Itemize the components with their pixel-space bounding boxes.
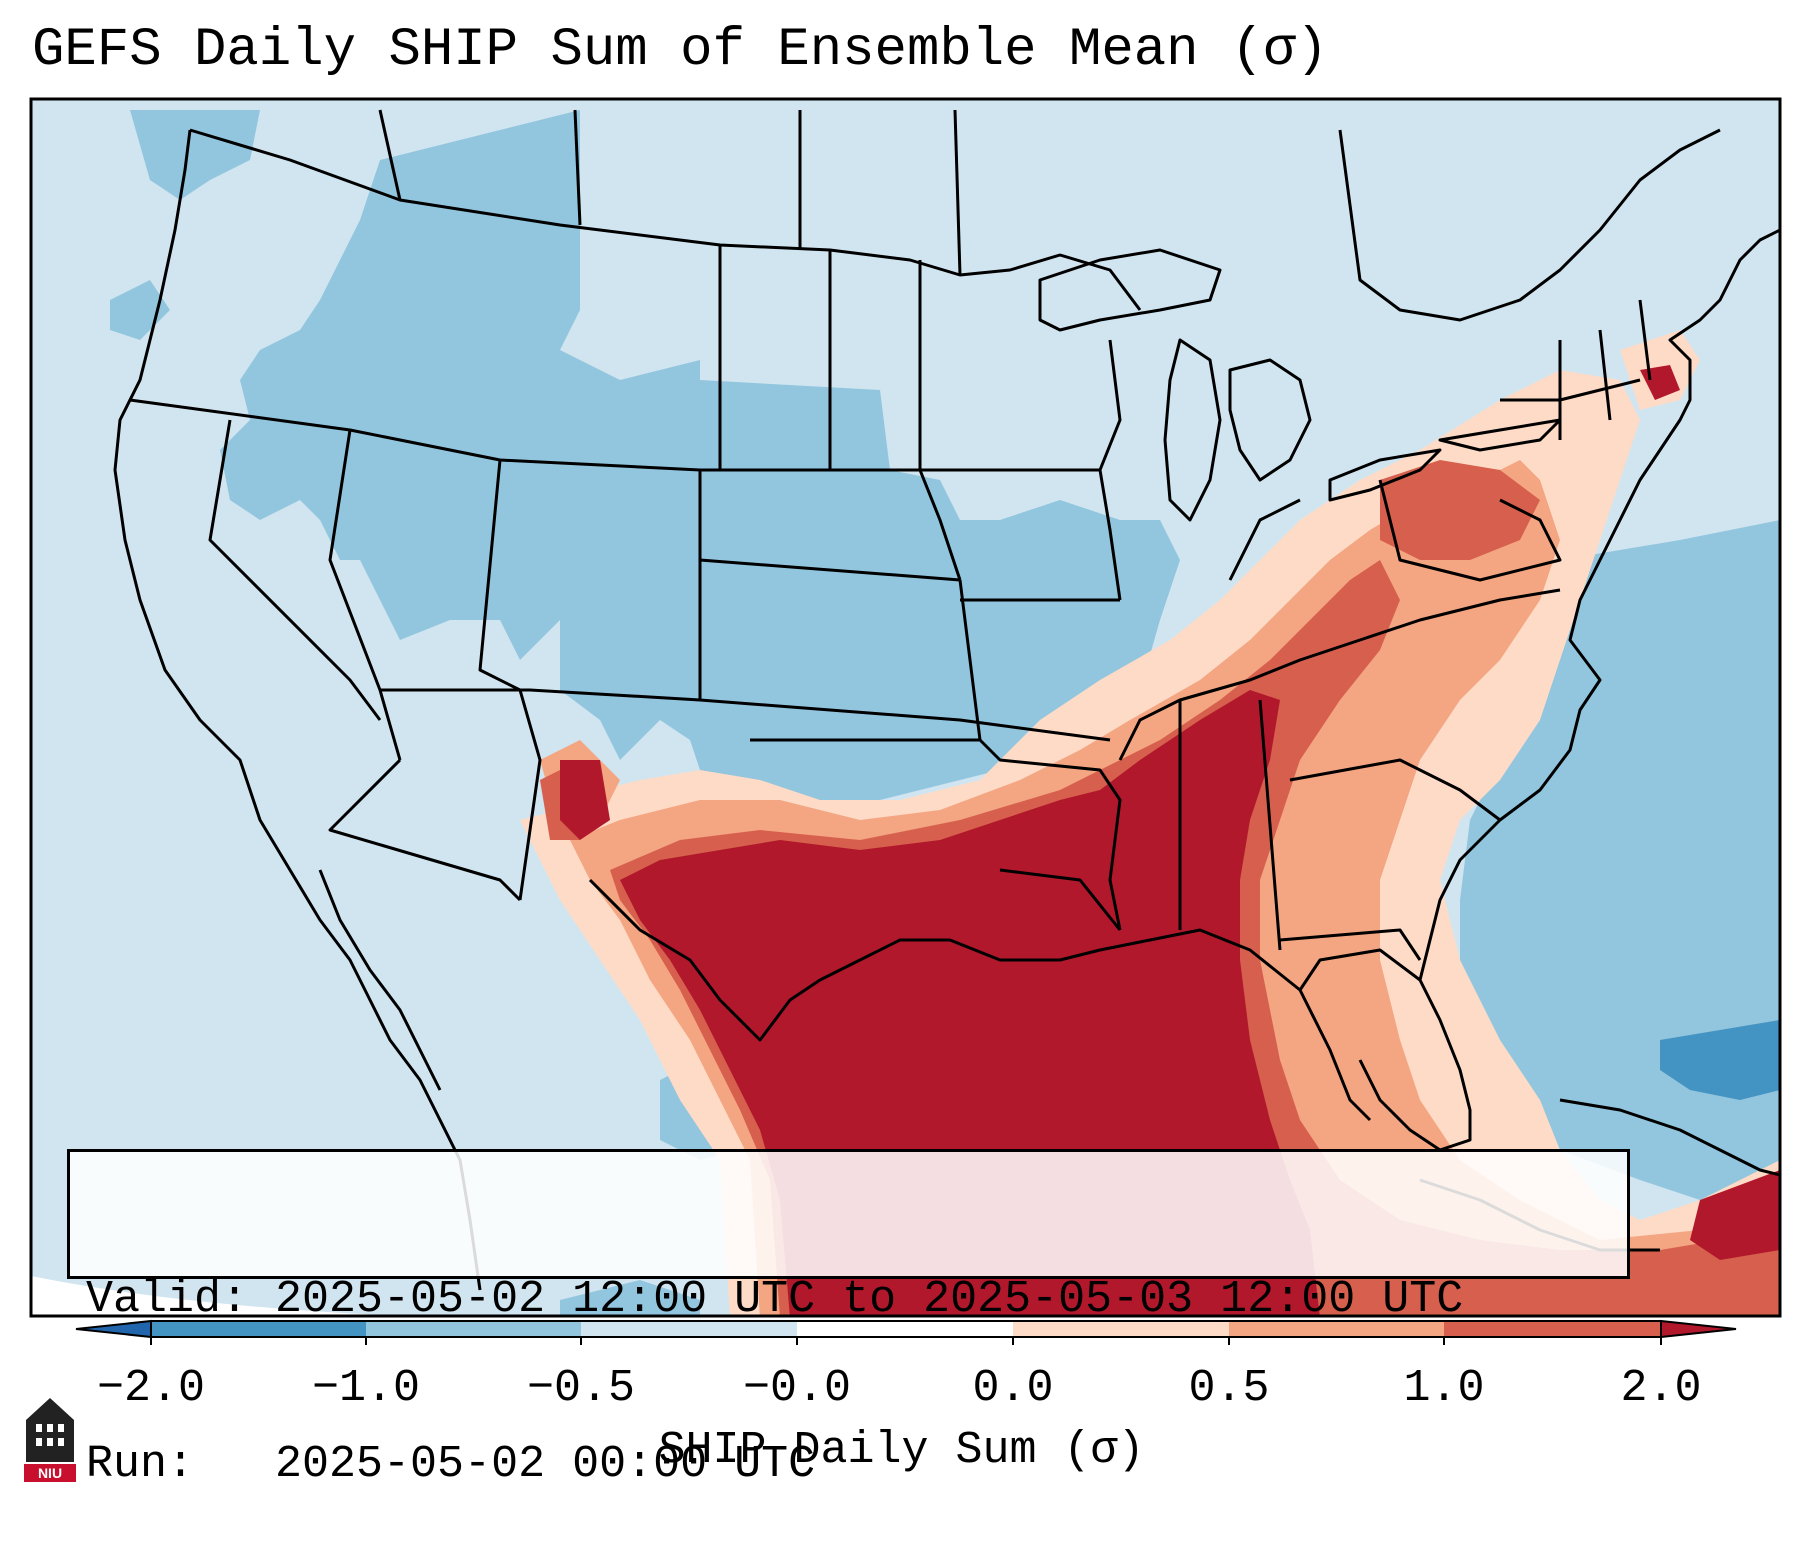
colorbar-outline	[150, 1320, 1662, 1338]
colorbar-tick-label: 0.5	[1188, 1363, 1270, 1414]
colorbar-tick-label: −1.0	[311, 1363, 421, 1414]
colorbar-tick-label: −0.0	[742, 1363, 852, 1414]
field-negative-moderate	[110, 110, 1780, 1316]
ship-field	[31, 99, 1780, 1316]
field-negative-strong	[1660, 1020, 1780, 1100]
map-boundaries	[113, 109, 1780, 1291]
valid-run-info-box: Valid: 2025-05-02 12:00 UTC to 2025-05-0…	[67, 1149, 1630, 1490]
colorbar-segment	[366, 1321, 581, 1337]
colorbar-label: SHIP Daily Sum (σ)	[658, 1425, 1145, 1476]
colorbar-tick-label: 0.0	[972, 1363, 1054, 1414]
colorbar-segment	[1444, 1321, 1661, 1337]
colorbar-extend-high	[1660, 1319, 1737, 1339]
off-domain-area	[31, 1276, 404, 1316]
colorbar-segment	[1013, 1321, 1229, 1337]
niu-logo: NIU	[24, 1398, 76, 1482]
logo-badge	[24, 1464, 76, 1482]
valid-time-line: Valid: 2025-05-02 12:00 UTC to 2025-05-0…	[86, 1274, 1464, 1325]
colorbar-ticks	[150, 1337, 1662, 1345]
run-time-line: Run: 2025-05-02 00:00 UTC	[86, 1439, 816, 1490]
logo-text: NIU	[38, 1465, 62, 1481]
colorbar-tick-label: 1.0	[1403, 1363, 1485, 1414]
colorbar-tick-label: −2.0	[96, 1363, 206, 1414]
colorbar	[75, 1319, 1737, 1345]
map-frame	[29, 97, 1782, 1318]
map-figure	[29, 97, 1782, 1345]
colorbar-segment	[1229, 1321, 1444, 1337]
colorbar-tick-label: 2.0	[1620, 1363, 1702, 1414]
colorbar-segment	[581, 1321, 797, 1337]
figure-title: GEFS Daily SHIP Sum of Ensemble Mean (σ)	[32, 20, 1329, 81]
colorbar-tick-label: −0.5	[526, 1363, 636, 1414]
colorbar-segment	[797, 1321, 1013, 1337]
colorbar-segment	[151, 1321, 366, 1337]
